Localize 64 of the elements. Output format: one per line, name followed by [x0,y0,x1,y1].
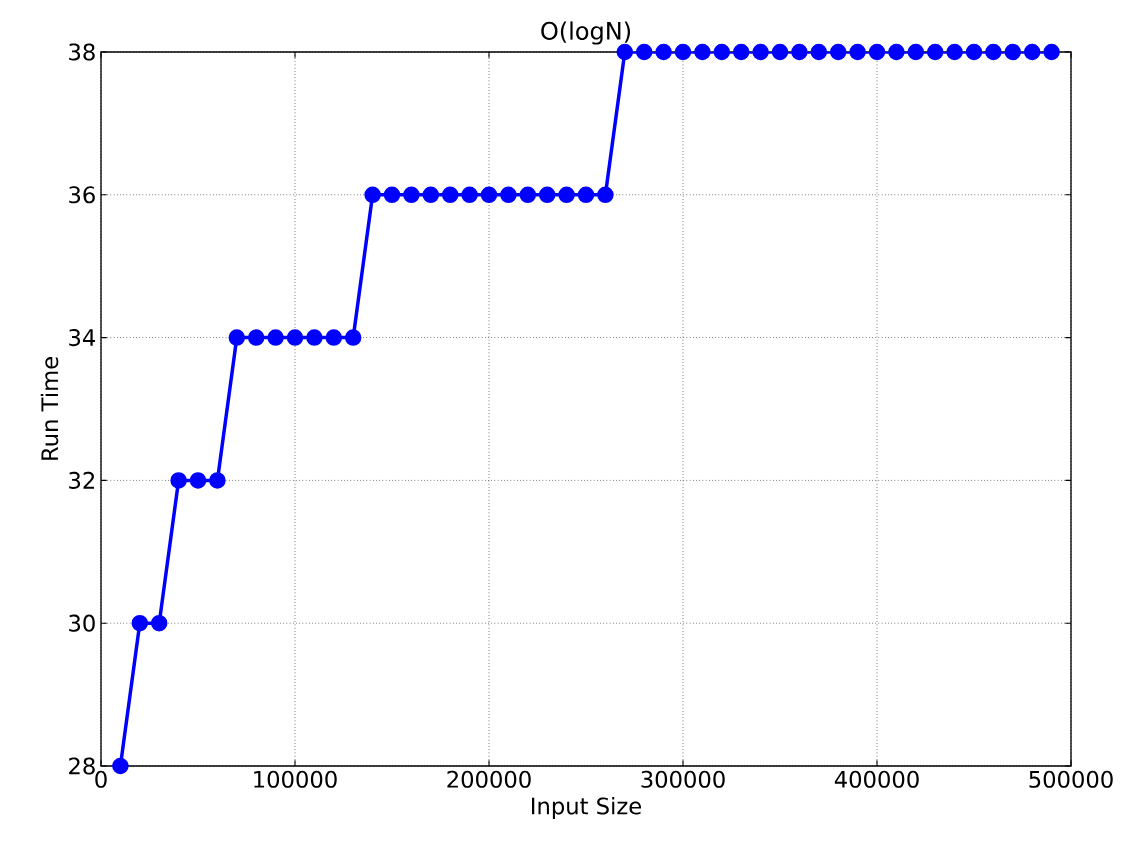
point [325,329,343,346]
point [228,329,246,346]
x-tick-label: 100000 [254,770,337,788]
point [1043,43,1060,61]
y-tick-label: 36 [69,186,95,204]
point [694,43,711,61]
point [441,186,459,204]
point [985,43,1002,61]
y-tick-label: 38 [69,43,95,61]
point [597,186,614,204]
point [189,472,207,489]
point [286,329,304,346]
point [247,329,265,346]
point [577,186,595,204]
point [849,43,866,61]
point [732,43,750,61]
point [403,186,420,204]
point [810,43,828,61]
point [635,43,653,61]
point [616,43,634,61]
y-tick-label: 34 [69,329,96,347]
point [558,186,575,204]
point [150,614,168,632]
point [655,43,672,61]
point [829,43,847,61]
point [306,329,323,346]
point [344,329,362,346]
point [383,186,401,204]
point [422,186,440,204]
x-tick-label: 300000 [641,770,725,788]
point [674,43,692,61]
point [791,43,808,61]
chart-title: O(logN) [541,21,631,45]
y-axis-title: Run Time [40,357,59,460]
point [112,757,129,775]
point [1023,43,1041,61]
point [965,43,983,61]
point [519,186,537,204]
x-tick-label: 500000 [1029,770,1113,788]
point [907,43,925,61]
y-tick-label: 30 [69,614,95,632]
x-tick-label: 400000 [834,770,919,788]
point [364,186,381,204]
point [771,43,789,61]
point [888,43,905,61]
x-axis-title: Input Size [532,797,642,819]
y-tick-label: 28 [69,757,95,775]
point [1004,43,1022,61]
point [500,186,517,204]
point [926,43,944,61]
y-tick-label: 32 [69,471,95,489]
point [752,43,769,61]
point [946,43,963,61]
x-tick-label: 0 [95,770,107,788]
x-tick-label: 200000 [447,770,531,788]
point [209,472,226,489]
point [131,614,149,632]
point [480,186,498,204]
point [170,472,187,489]
point [461,186,478,204]
point [868,43,886,61]
point [538,186,556,204]
point [267,329,284,346]
point [713,43,731,61]
